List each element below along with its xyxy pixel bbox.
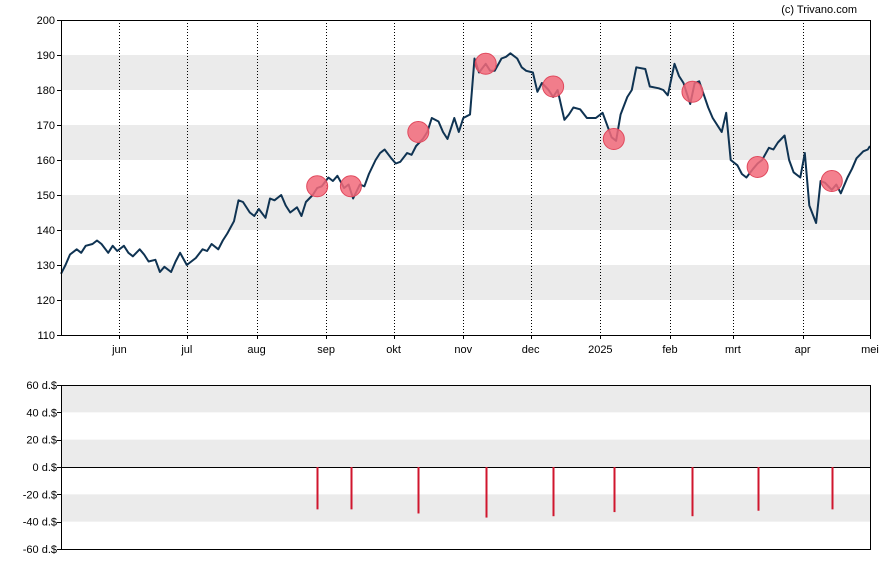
price-plot-frame [61,20,871,336]
dividend-marker [339,175,362,198]
price-line-layer [60,52,871,275]
dividend-band [61,385,870,413]
price-band [61,195,870,230]
price-y-tick-label: 130 [37,260,55,272]
price-y-tick-label: 120 [37,295,55,307]
price-band [61,55,870,90]
dividend-axes [61,385,871,550]
month-tick-label: nov [454,344,472,356]
dividend-marker [407,121,430,143]
price-y-tick-label: 110 [37,330,55,342]
month-tick-label: dec [522,344,540,356]
dividend-markers [306,52,843,198]
price-y-tick-label: 180 [37,85,55,97]
dividend-band [61,494,870,522]
dividend-bands [61,385,870,522]
dividend-y-tick-label: 0 d.$ [33,462,57,474]
dividend-marker [306,175,329,198]
price-y-tick-label: 140 [37,225,55,237]
dividend-y-tick-label: 20 d.$ [26,435,57,447]
dividend-marker [681,80,704,103]
month-tick-label: okt [386,344,401,356]
dividend-y-tick-label: 60 d.$ [26,380,57,392]
dividend-marker [746,156,769,178]
dividend-y-ticks: 60 d.$ 40 d.$ 20 d.$ 0 d.$ -20 d.$ -40 d.$ -60… [23,380,61,556]
dividend-bars [316,467,834,518]
price-band [61,125,870,160]
month-tick-label: apr [795,344,811,356]
month-x-ticks: jun jul aug sep okt nov dec 2025 feb mrt apr mei [111,335,879,356]
credit-label: (c) Trivano.com [781,4,857,16]
dividend-marker [474,52,497,75]
month-tick-label: jul [180,344,192,356]
price-bands [61,55,870,300]
price-y-tick-label: 190 [37,50,55,62]
price-y-tick-label: 160 [37,155,55,167]
dividend-band [61,439,870,467]
dividend-plot-frame [61,385,871,550]
price-band [61,265,870,300]
price-line [60,52,871,275]
dividend-y-tick-label: 40 d.$ [26,407,57,419]
dividend-marker [602,128,625,150]
dividend-y-tick-label: -20 d.$ [23,489,57,501]
month-tick-label: aug [247,344,265,356]
price-y-tick-label: 150 [37,190,55,202]
dividend-y-tick-label: -60 d.$ [23,544,57,556]
price-y-tick-label: 170 [37,120,55,132]
month-tick-label: 2025 [588,344,612,356]
bottom-panel: 60 d.$ 40 d.$ 20 d.$ 0 d.$ -20 d.$ -40 d.$ -60… [23,380,871,556]
month-tick-label: jun [111,344,127,356]
price-axes [61,20,871,336]
price-y-tick-label: 200 [37,15,55,27]
dividend-marker [542,75,565,98]
month-tick-label: sep [317,344,335,356]
month-tick-label: mrt [725,344,741,356]
dividend-y-tick-label: -40 d.$ [23,517,57,529]
month-tick-label: feb [662,344,677,356]
dividend-marker [820,170,843,192]
top-panel: 110 120 130 140 150 160 170 180 190 200 jun jul aug… [37,15,879,356]
month-tick-label: mei [861,344,879,356]
price-y-ticks: 110 120 130 140 150 160 170 180 190 200 [37,15,61,342]
